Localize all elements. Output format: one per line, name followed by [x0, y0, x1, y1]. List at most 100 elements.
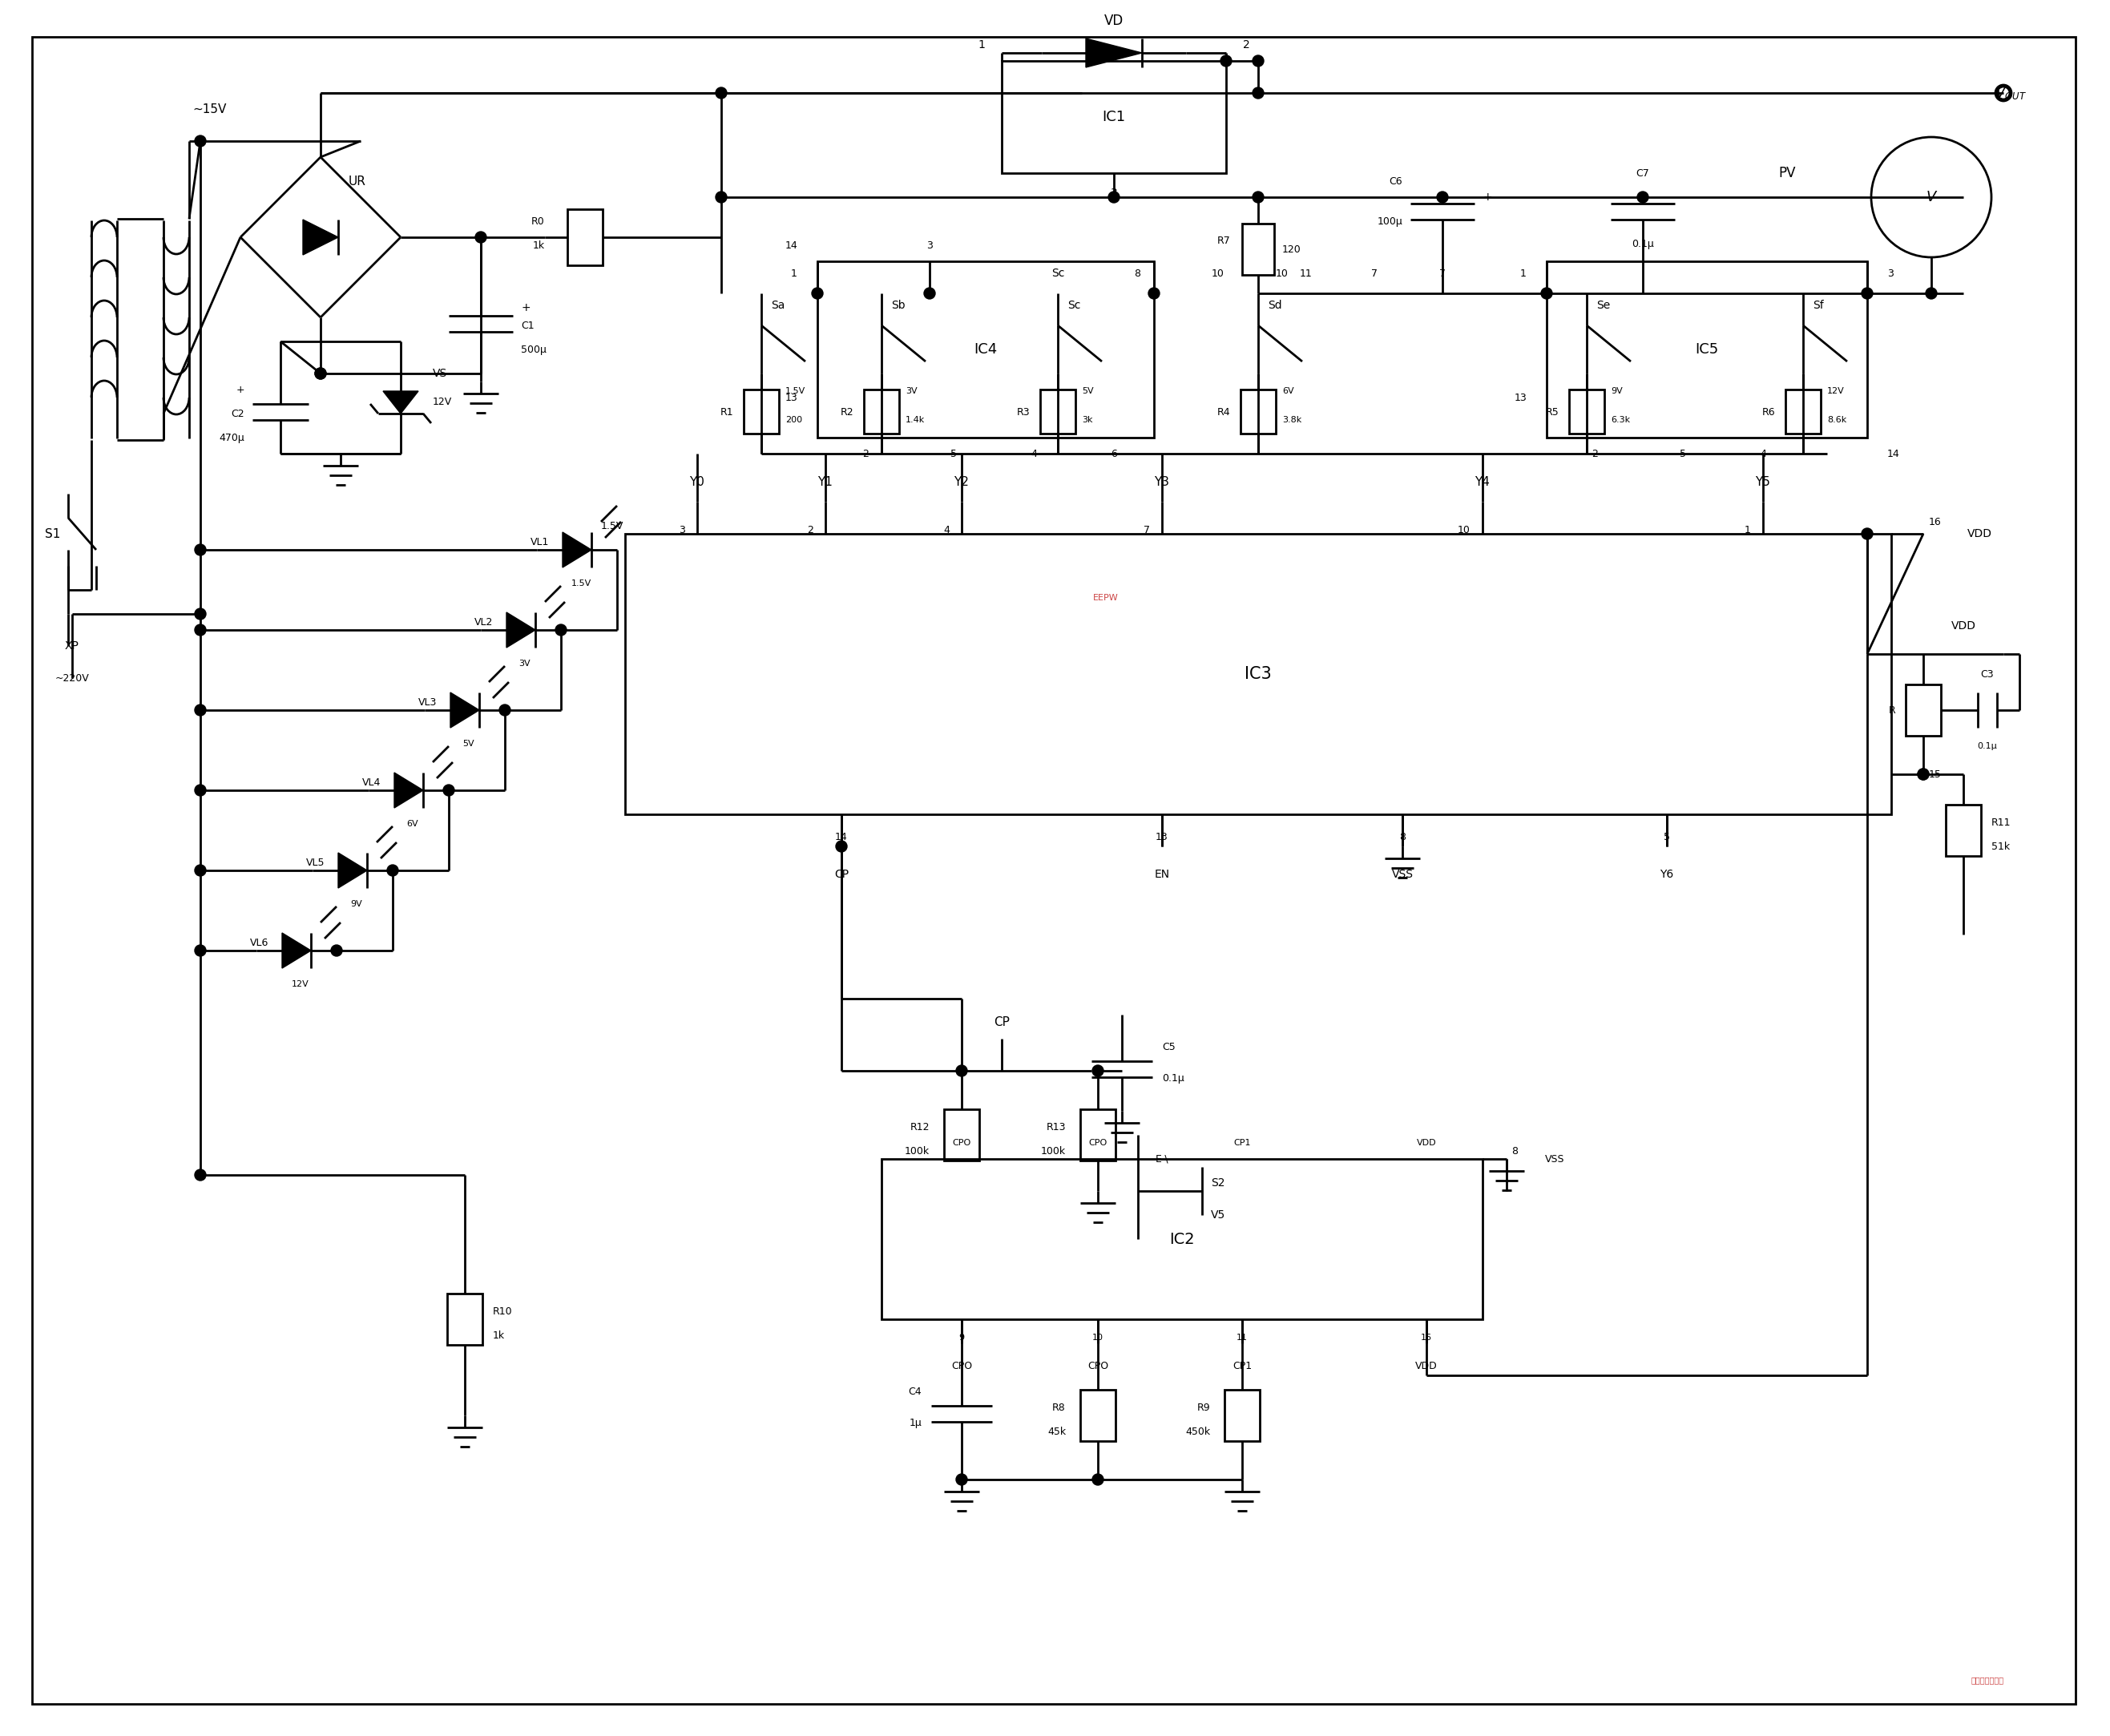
Text: S1: S1: [44, 528, 59, 540]
Text: 14: 14: [836, 832, 848, 842]
Text: 6: 6: [1110, 448, 1116, 458]
Text: 1k: 1k: [494, 1330, 504, 1340]
Text: C7: C7: [1635, 168, 1650, 179]
Text: 维库电子市场网: 维库电子市场网: [1971, 1675, 2004, 1684]
Text: 1μ: 1μ: [909, 1418, 922, 1429]
Text: 5: 5: [1680, 448, 1686, 458]
Text: Sd: Sd: [1268, 300, 1283, 311]
Text: R6: R6: [1762, 406, 1775, 417]
Text: 1: 1: [1521, 267, 1528, 278]
Text: 12V: 12V: [291, 981, 310, 988]
Bar: [1080, 1109, 1116, 1161]
Text: CP1: CP1: [1232, 1361, 1251, 1371]
Text: 8: 8: [1133, 267, 1139, 278]
Text: 1.5V: 1.5V: [572, 580, 591, 587]
Text: R9: R9: [1196, 1403, 1209, 1413]
Text: 1: 1: [979, 40, 985, 50]
Text: 200: 200: [785, 417, 802, 424]
Bar: [882, 1160, 1483, 1319]
Circle shape: [836, 840, 846, 852]
Text: 15: 15: [1929, 769, 1941, 779]
Text: R0: R0: [532, 215, 544, 226]
Text: 0.1μ: 0.1μ: [1977, 743, 1998, 750]
Text: 100μ: 100μ: [1378, 215, 1403, 226]
Text: R11: R11: [1992, 818, 2011, 828]
Text: VSS: VSS: [1545, 1154, 1564, 1165]
Text: C2: C2: [232, 408, 245, 418]
Text: VS: VS: [433, 368, 447, 378]
Circle shape: [475, 231, 487, 243]
Bar: [1241, 389, 1277, 434]
Text: 16: 16: [1929, 517, 1941, 528]
Text: 500μ: 500μ: [521, 344, 546, 354]
Text: 1k: 1k: [534, 240, 544, 250]
Text: 3: 3: [679, 524, 686, 535]
Text: 4: 4: [943, 524, 950, 535]
Text: 13: 13: [785, 392, 798, 403]
Circle shape: [1148, 288, 1161, 299]
Text: PV: PV: [1779, 167, 1796, 181]
Text: 4: 4: [1030, 448, 1036, 458]
Text: R4: R4: [1217, 406, 1230, 417]
Bar: [1040, 389, 1076, 434]
Circle shape: [194, 608, 207, 620]
Circle shape: [715, 191, 726, 203]
Text: 3: 3: [1110, 187, 1118, 198]
Text: 6V: 6V: [407, 819, 418, 828]
Bar: [1002, 61, 1226, 174]
Circle shape: [1253, 87, 1264, 99]
Circle shape: [1253, 191, 1264, 203]
Text: VSS: VSS: [1393, 868, 1414, 880]
Text: 3: 3: [926, 240, 933, 250]
Circle shape: [1540, 288, 1553, 299]
Bar: [1080, 1391, 1116, 1441]
Text: Sa: Sa: [770, 300, 785, 311]
Text: R1: R1: [720, 406, 734, 417]
Text: 10: 10: [1458, 524, 1471, 535]
Circle shape: [194, 785, 207, 795]
Circle shape: [1918, 769, 1929, 779]
Text: IC2: IC2: [1169, 1231, 1194, 1246]
Text: 14: 14: [1886, 448, 1899, 458]
Text: 7: 7: [1372, 267, 1378, 278]
Text: IC5: IC5: [1694, 342, 1720, 356]
Text: IC1: IC1: [1101, 109, 1125, 125]
Text: 3V: 3V: [519, 660, 532, 668]
Circle shape: [194, 543, 207, 556]
Text: CPO: CPO: [1087, 1361, 1108, 1371]
Text: C1: C1: [521, 319, 534, 330]
Text: 8.6k: 8.6k: [1827, 417, 1846, 424]
Circle shape: [1253, 56, 1264, 66]
Text: E-\: E-\: [1156, 1154, 1169, 1165]
Circle shape: [194, 944, 207, 957]
Text: 1: 1: [791, 267, 798, 278]
Text: +: +: [1483, 191, 1492, 203]
Circle shape: [1093, 1474, 1104, 1484]
Bar: [1547, 262, 1867, 437]
Text: 7: 7: [1144, 524, 1150, 535]
Text: 12V: 12V: [1827, 387, 1844, 396]
Text: 14: 14: [785, 240, 798, 250]
Polygon shape: [304, 220, 338, 255]
Text: 45k: 45k: [1047, 1427, 1066, 1437]
Text: 4: 4: [1760, 448, 1766, 458]
Text: 1.4k: 1.4k: [905, 417, 924, 424]
Circle shape: [956, 1474, 966, 1484]
Text: 9V: 9V: [1610, 387, 1623, 396]
Polygon shape: [563, 533, 591, 568]
Text: XP: XP: [65, 641, 80, 651]
Text: Y4: Y4: [1475, 476, 1490, 488]
Text: VDD: VDD: [1952, 620, 1975, 632]
Text: 51k: 51k: [1992, 842, 2011, 852]
Text: Se: Se: [1597, 300, 1610, 311]
Text: Y2: Y2: [954, 476, 968, 488]
Circle shape: [1108, 191, 1120, 203]
Polygon shape: [506, 613, 536, 648]
Text: 6V: 6V: [1283, 387, 1293, 396]
Text: 11: 11: [1236, 1333, 1247, 1342]
Text: 0.1μ: 0.1μ: [1163, 1073, 1184, 1083]
Bar: [1224, 1391, 1260, 1441]
Text: C3: C3: [1981, 668, 1994, 679]
Text: 9: 9: [958, 1333, 964, 1342]
Text: 10: 10: [1211, 267, 1224, 278]
